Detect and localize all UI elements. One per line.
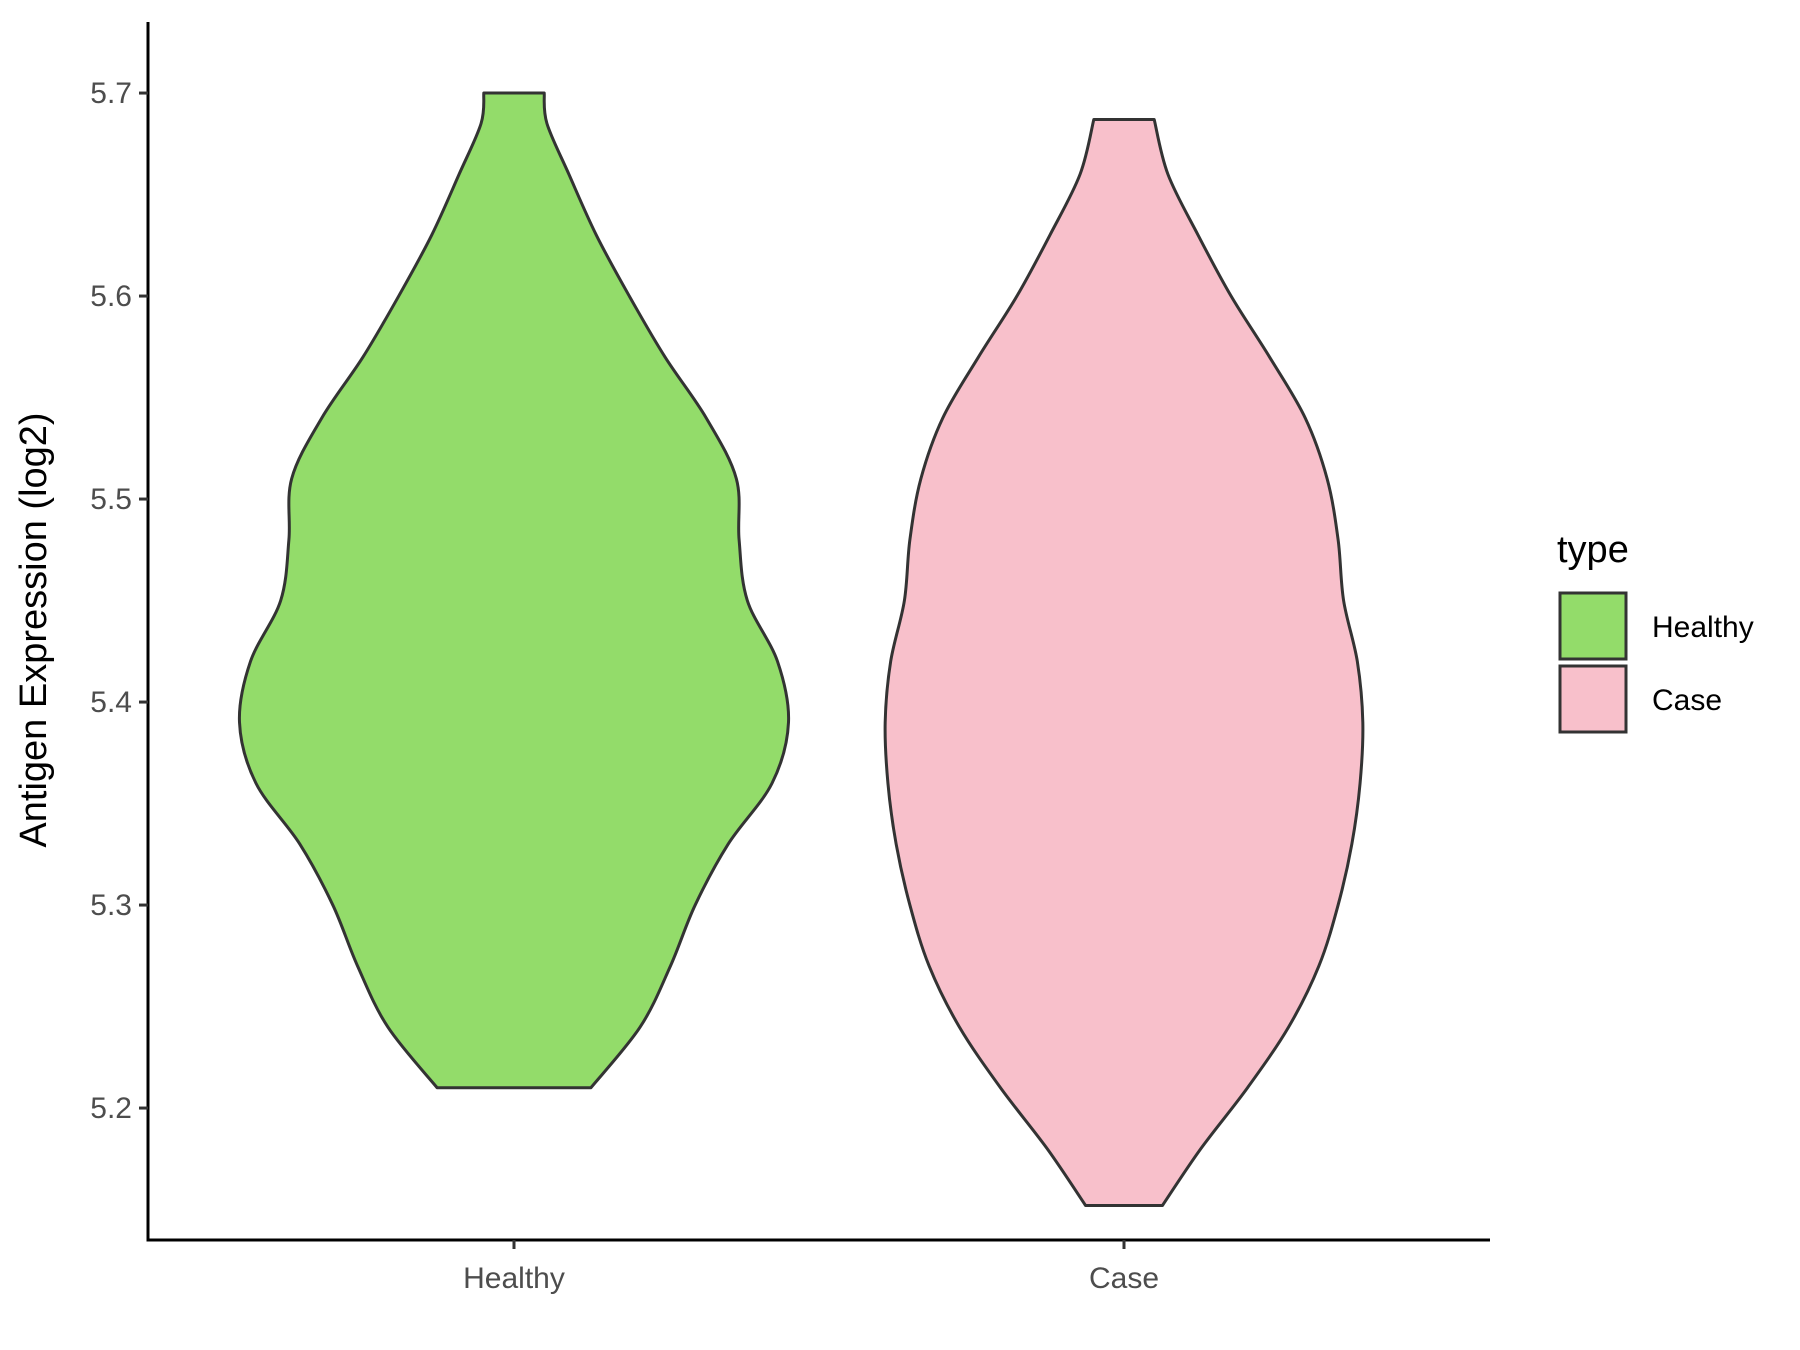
y-axis-title: Antigen Expression (log2) xyxy=(13,412,55,847)
y-tick-label: 5.4 xyxy=(90,686,132,719)
legend-title: type xyxy=(1557,529,1629,571)
y-tick-label: 5.5 xyxy=(90,483,132,516)
legend-key-case xyxy=(1558,664,1628,734)
legend-items: Healthy Case xyxy=(1558,591,1754,734)
x-ticks: Healthy Case xyxy=(463,1240,1159,1295)
legend-label-case: Case xyxy=(1652,684,1722,717)
violin-case xyxy=(883,117,1365,1207)
axes xyxy=(146,22,1490,1242)
violin-layer xyxy=(237,91,1365,1207)
y-tick-label: 5.6 xyxy=(90,280,132,313)
legend-label-healthy: Healthy xyxy=(1652,611,1754,644)
y-tick-label: 5.3 xyxy=(90,889,132,922)
violin-healthy xyxy=(237,91,791,1090)
y-ticks: 5.2 5.3 5.4 5.5 5.6 5.7 xyxy=(90,77,148,1125)
legend: type Healthy Case xyxy=(1557,529,1754,734)
x-tick-label: Case xyxy=(1089,1262,1159,1295)
y-tick-label: 5.2 xyxy=(90,1092,132,1125)
y-tick-label: 5.7 xyxy=(90,77,132,110)
x-tick-label: Healthy xyxy=(463,1262,565,1295)
legend-key-healthy xyxy=(1558,591,1628,661)
